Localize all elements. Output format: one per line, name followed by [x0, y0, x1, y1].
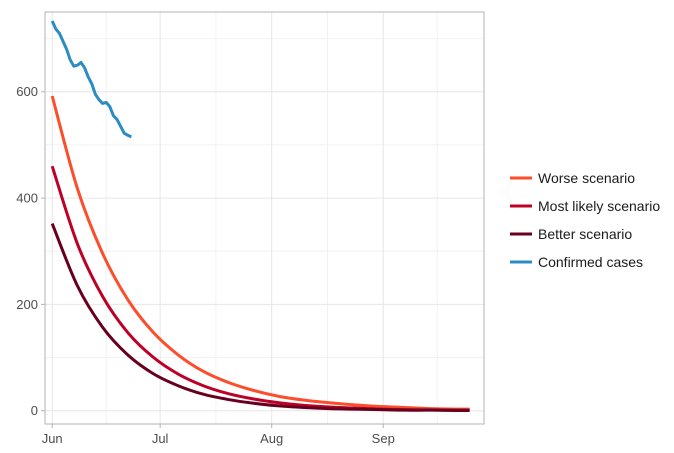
y-tick-label: 0: [31, 403, 38, 418]
x-axis: Jun Jul Aug Sep: [42, 424, 395, 446]
minor-gridlines: [45, 12, 484, 424]
y-tick-label: 200: [16, 297, 38, 312]
y-tick-label: 400: [16, 191, 38, 206]
x-tick-label: Jun: [42, 431, 63, 446]
x-tick-label: Sep: [372, 431, 395, 446]
legend: Worse scenario Most likely scenario Better…: [510, 170, 660, 270]
y-axis: 0 200 400 600: [16, 84, 45, 418]
series-line-better-scenario: [50, 223, 470, 412]
x-tick-label: Jul: [152, 431, 169, 446]
legend-label-confirmed-cases: Confirmed cases: [538, 254, 643, 270]
legend-label-worse-scenario: Worse scenario: [538, 170, 635, 186]
legend-label-most-likely-scenario: Most likely scenario: [538, 198, 660, 214]
x-tick-label: Aug: [260, 431, 283, 446]
legend-label-better-scenario: Better scenario: [538, 226, 632, 242]
series-lines: [50, 20, 470, 412]
series-line-worse-scenario: [50, 95, 470, 411]
plot-panel: [45, 12, 484, 424]
y-tick-label: 600: [16, 84, 38, 99]
plot-border: [44, 11, 485, 425]
series-line-confirmed-cases: [50, 20, 133, 139]
plot-area: [44, 11, 485, 425]
